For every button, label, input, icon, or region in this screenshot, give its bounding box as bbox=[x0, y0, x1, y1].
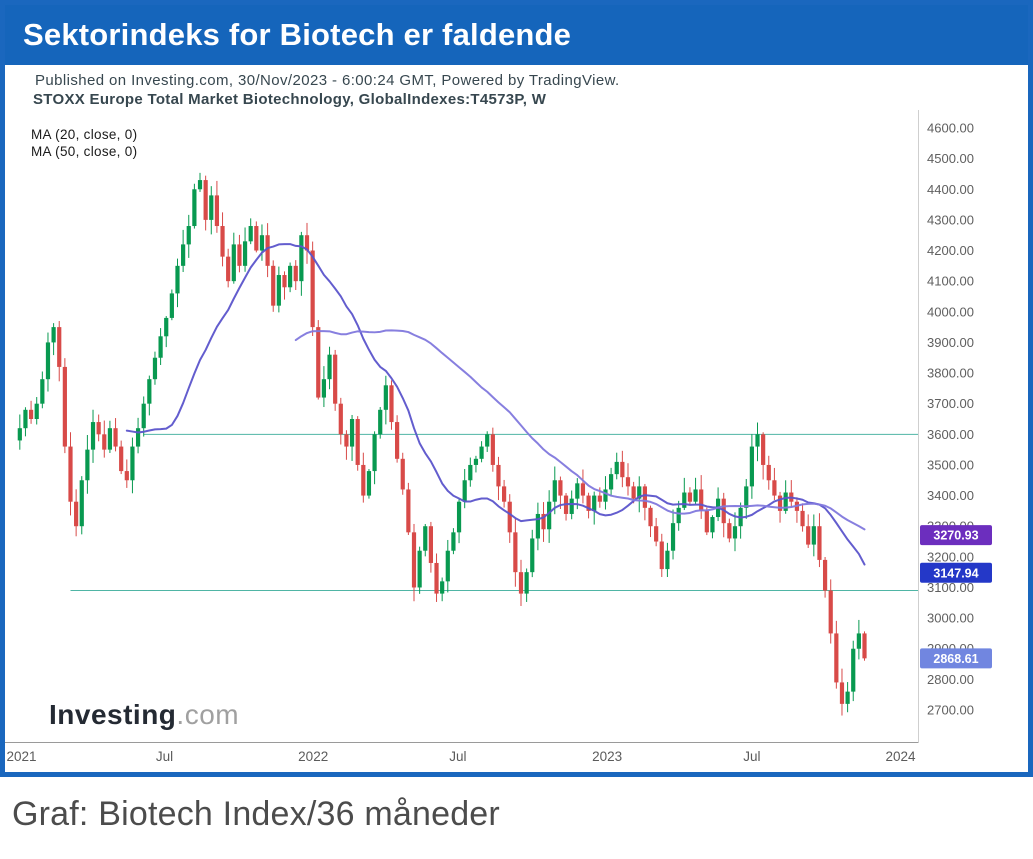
svg-text:3200.00: 3200.00 bbox=[927, 549, 974, 564]
svg-text:2024: 2024 bbox=[886, 749, 917, 764]
svg-text:3900.00: 3900.00 bbox=[927, 335, 974, 350]
ma50-price-tag bbox=[920, 525, 992, 546]
svg-text:3600.00: 3600.00 bbox=[927, 427, 974, 442]
svg-text:4600.00: 4600.00 bbox=[927, 121, 974, 136]
investing-logo: Investing.com bbox=[49, 699, 239, 730]
svg-text:2800.00: 2800.00 bbox=[927, 672, 974, 687]
svg-text:Jul: Jul bbox=[156, 749, 173, 764]
svg-text:Jul: Jul bbox=[449, 749, 466, 764]
svg-text:Jul: Jul bbox=[743, 749, 760, 764]
chart-card: Sektorindeks for Biotech er faldende Pub… bbox=[0, 0, 1033, 777]
svg-text:3000.00: 3000.00 bbox=[927, 611, 974, 626]
page-title: Sektorindeks for Biotech er faldende bbox=[23, 17, 572, 52]
ma50-line bbox=[294, 329, 866, 531]
svg-text:3100.00: 3100.00 bbox=[927, 580, 974, 595]
caption: Graf: Biotech Index/36 måneder bbox=[12, 795, 500, 833]
svg-text:4200.00: 4200.00 bbox=[927, 243, 974, 258]
horizontal-levels bbox=[70, 433, 918, 592]
chart-panel: Published on Investing.com, 30/Nov/2023 … bbox=[5, 72, 1028, 772]
svg-text:2021: 2021 bbox=[6, 749, 36, 764]
svg-text:3147.94: 3147.94 bbox=[933, 566, 978, 580]
ma20-legend-label: MA (20, close, 0) bbox=[31, 127, 138, 142]
last-price-tag bbox=[920, 648, 992, 669]
candles bbox=[17, 172, 867, 716]
ma-legend: MA (20, close, 0) MA (50, close, 0) bbox=[31, 126, 137, 160]
svg-text:3400.00: 3400.00 bbox=[927, 488, 974, 503]
svg-text:2023: 2023 bbox=[592, 749, 622, 764]
svg-text:4100.00: 4100.00 bbox=[927, 274, 974, 289]
svg-text:4300.00: 4300.00 bbox=[927, 212, 974, 227]
svg-text:2022: 2022 bbox=[298, 749, 328, 764]
svg-text:3700.00: 3700.00 bbox=[927, 396, 974, 411]
price-axis-labels: 4600.00 4500.00 4400.00 4300.00 4200.00 4100.… bbox=[927, 121, 974, 718]
symbol-line: STOXX Europe Total Market Biotechnology,… bbox=[33, 91, 547, 108]
svg-text:Investing.com: Investing.com bbox=[49, 699, 239, 730]
time-axis-labels: 2021 Jul 2022 Jul 2023 Jul 2024 bbox=[6, 749, 916, 764]
title-bar: Sektorindeks for Biotech er faldende bbox=[5, 5, 1028, 65]
svg-text:2700.00: 2700.00 bbox=[927, 703, 974, 718]
svg-text:3270.93: 3270.93 bbox=[933, 529, 978, 543]
svg-text:3500.00: 3500.00 bbox=[927, 457, 974, 472]
ma20-line bbox=[125, 243, 866, 566]
svg-text:4500.00: 4500.00 bbox=[927, 151, 974, 166]
svg-text:2868.61: 2868.61 bbox=[933, 652, 978, 666]
svg-text:4400.00: 4400.00 bbox=[927, 182, 974, 197]
svg-text:4000.00: 4000.00 bbox=[927, 304, 974, 319]
published-line: Published on Investing.com, 30/Nov/2023 … bbox=[35, 72, 620, 89]
svg-text:3800.00: 3800.00 bbox=[927, 366, 974, 381]
candlestick-chart[interactable]: 4600.00 4500.00 4400.00 4300.00 4200.00 4100.… bbox=[5, 110, 1028, 772]
ma50-legend-label: MA (50, close, 0) bbox=[31, 144, 138, 159]
price-tags: 3270.93 3147.94 2868.61 bbox=[920, 525, 992, 669]
chart-area: 4600.00 4500.00 4400.00 4300.00 4200.00 4100.… bbox=[5, 110, 1028, 772]
ma20-price-tag bbox=[920, 562, 992, 583]
